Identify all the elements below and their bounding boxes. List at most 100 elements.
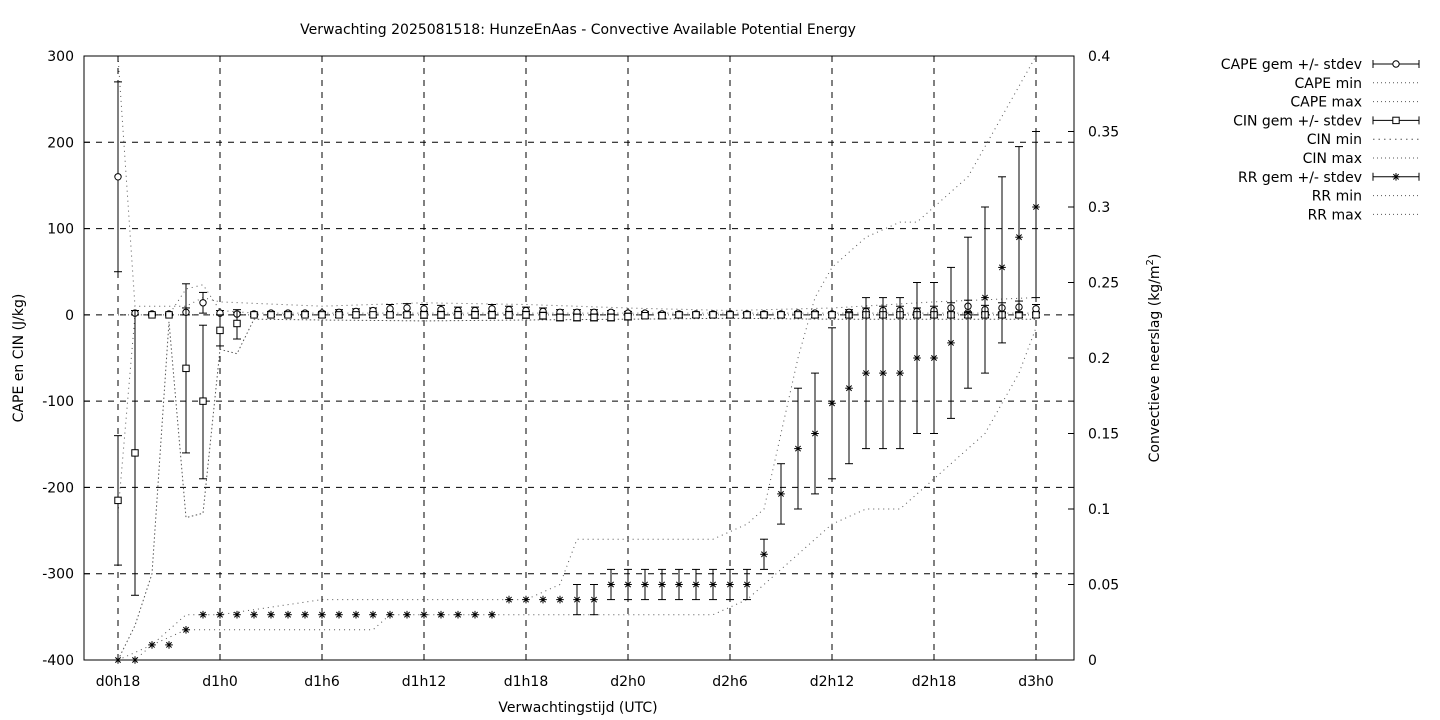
data-point: [267, 610, 275, 619]
star-stroke: [811, 430, 819, 437]
data-point: [828, 399, 836, 408]
star-stroke: [896, 370, 904, 377]
y-tick-label: -100: [42, 394, 74, 410]
line-cin-min: [117, 317, 1036, 661]
data-point: [743, 580, 751, 589]
star-stroke: [998, 264, 1006, 271]
y2-tick-label: 0.15: [1088, 427, 1119, 443]
data-point: [539, 312, 547, 320]
star-stroke: [590, 596, 598, 603]
y2-tick-label: 0.3: [1088, 200, 1110, 216]
legend: CAPE gem +/- stdev CAPE min CAPE max CIN ge…: [1221, 57, 1420, 223]
y-tick-label: 300: [47, 49, 74, 65]
star-stroke: [267, 611, 275, 618]
star-stroke: [216, 611, 224, 618]
data-point: [437, 311, 445, 319]
data-point: [165, 641, 173, 649]
data-point: [692, 311, 700, 319]
star-stroke: [318, 611, 326, 618]
data-point: [913, 354, 921, 362]
star-stroke: [641, 581, 649, 588]
star-stroke: [369, 611, 377, 618]
series-marks: [114, 81, 1040, 664]
data-point: [760, 311, 768, 319]
data-point: [1032, 311, 1040, 319]
data-point: [862, 369, 870, 377]
x-tick-label: d2h0: [610, 674, 646, 690]
star-stroke: [624, 581, 632, 588]
x-tick-label: d2h6: [712, 674, 748, 690]
data-point: [811, 429, 819, 438]
star-stroke: [199, 611, 207, 618]
data-point: [199, 299, 207, 307]
data-point: [369, 311, 377, 319]
star-stroke: [386, 611, 394, 618]
legend-label: RR gem +/- stdev: [1238, 170, 1362, 186]
x-axis-label: Verwachtingstijd (UTC): [498, 700, 657, 716]
data-point: [403, 304, 411, 312]
data-point: [573, 313, 581, 322]
star-stroke: [760, 551, 768, 558]
data-point: [1032, 305, 1040, 313]
star-stroke: [471, 611, 479, 618]
y2-tick-label: 0.2: [1088, 351, 1110, 367]
data-point: [709, 580, 717, 589]
data-point: [250, 311, 258, 319]
star-stroke: [165, 641, 173, 648]
data-point: [199, 610, 207, 619]
x-tick-label: d2h12: [810, 674, 854, 690]
data-point: [301, 610, 309, 619]
data-point: [216, 610, 224, 619]
data-point: [726, 311, 734, 319]
data-point: [437, 610, 445, 619]
data-point: [301, 311, 309, 319]
line-cape-max: [117, 55, 1037, 312]
x-tick-label: d2h18: [912, 674, 956, 690]
data-point: [641, 580, 649, 589]
star-stroke: [1015, 234, 1023, 241]
star-stroke: [420, 611, 428, 618]
data-point: [607, 313, 615, 322]
star-stroke: [607, 581, 615, 588]
data-point: [607, 580, 615, 589]
data-point: [760, 550, 768, 559]
data-point: [590, 595, 598, 604]
data-point: [998, 263, 1006, 272]
data-point: [284, 610, 292, 619]
star-stroke: [828, 400, 836, 407]
star-stroke: [726, 581, 734, 588]
data-point: [777, 490, 785, 498]
x-tick-label: d1h6: [304, 674, 340, 690]
star-stroke: [454, 611, 462, 618]
x-tick-label: d3h0: [1018, 674, 1054, 690]
data-point: [794, 444, 802, 453]
legend-marker: [1392, 60, 1400, 68]
data-point: [369, 610, 377, 619]
y2-tick-label: 0.05: [1088, 578, 1119, 594]
data-point: [539, 595, 547, 604]
data-point: [148, 311, 156, 319]
data-point: [148, 641, 156, 649]
x-tick-label: d1h18: [504, 674, 548, 690]
data-point: [352, 610, 360, 619]
line-rr-min: [118, 327, 1037, 661]
axis-ticks: d0h18 d1h0 d1h6 d1h12 d1h18 d2h0 d2h6 d2h12 d2h1…: [42, 49, 1119, 690]
data-point: [556, 595, 564, 604]
star-stroke: [250, 611, 258, 618]
data-point: [590, 313, 598, 322]
y2-tick-label: 0.1: [1088, 502, 1110, 518]
data-point: [233, 610, 241, 619]
star-stroke: [352, 611, 360, 618]
star-stroke: [692, 581, 700, 588]
series-rr-gem-stdev: [114, 131, 1040, 664]
data-point: [471, 610, 479, 619]
y2-label-sup: 2: [1145, 259, 1156, 265]
data-point: [573, 595, 581, 604]
data-point: [896, 369, 904, 377]
star-stroke: [301, 611, 309, 618]
data-point: [692, 580, 700, 589]
data-point: [1032, 203, 1040, 211]
chart-title: Verwachting 2025081518: HunzeEnAas - Con…: [300, 22, 856, 38]
y-tick-label: 100: [47, 222, 74, 238]
y-tick-label: 200: [47, 135, 74, 151]
